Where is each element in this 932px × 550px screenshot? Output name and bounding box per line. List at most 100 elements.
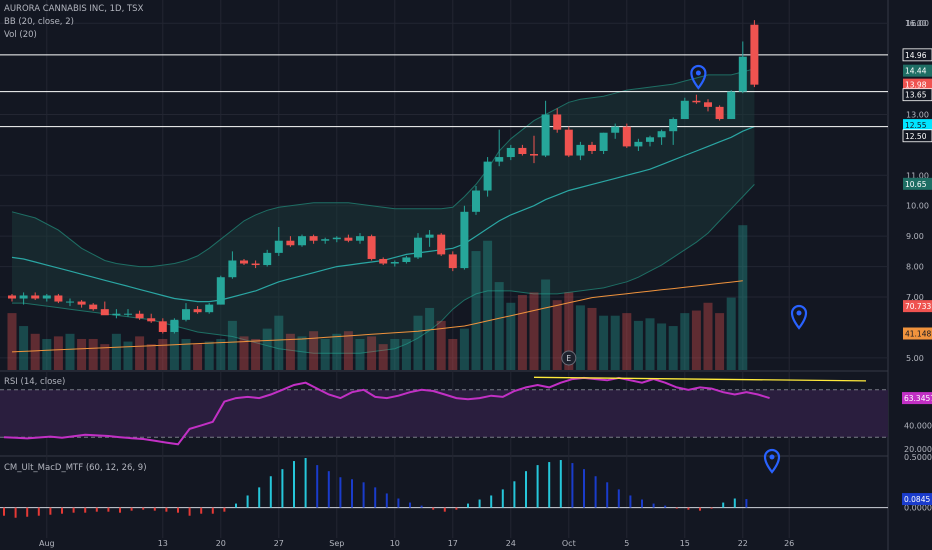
candle-body (437, 234, 446, 255)
bb-legend: BB (20, close, 2) (4, 17, 74, 27)
candle-body (611, 126, 620, 133)
macd-bar (177, 507, 179, 513)
macd-bar (641, 499, 643, 508)
volume-bar (378, 344, 388, 370)
candle-body (228, 260, 237, 278)
candle-body (8, 295, 16, 299)
candle-body (182, 309, 190, 320)
rsi-value-label: 63.3457 (904, 394, 932, 403)
candle-body (495, 157, 504, 162)
volume-bar (216, 338, 226, 370)
price-tag-label: 14.44 (905, 67, 927, 76)
macd-bar (652, 503, 655, 508)
macd-bar (478, 499, 481, 508)
volume-bar (135, 336, 145, 370)
price-tag-label: 13.65 (905, 91, 927, 100)
main-legend: AURORA CANNABIS INC, 1D, TSX (4, 4, 144, 14)
volume-bar (448, 338, 458, 370)
rsi-line (3, 376, 770, 446)
candle-body (460, 211, 469, 269)
volume-bar (204, 341, 214, 370)
macd-bar (95, 507, 98, 512)
candle-body (646, 137, 654, 142)
macd-bar (293, 461, 295, 508)
price-tag (903, 119, 932, 132)
time-tick-label: 17 (448, 539, 458, 548)
volume-bar (367, 336, 377, 370)
volume-bar (575, 305, 585, 370)
macd-bar (246, 495, 249, 508)
candle-body (124, 313, 132, 315)
candle-body (112, 313, 121, 316)
volume-bar (19, 326, 29, 370)
candle-body (530, 154, 538, 156)
location-pin-dot (769, 454, 775, 460)
volume-bar (123, 341, 133, 370)
candle-body (367, 236, 376, 259)
macd-bar (629, 495, 632, 508)
candle-body (692, 100, 701, 103)
candle-body (274, 240, 283, 253)
macd-bar (432, 507, 435, 510)
time-tick-label: 26 (784, 539, 794, 548)
volume-bar (146, 344, 156, 370)
macd-bar (606, 482, 609, 508)
volume-bar (564, 292, 574, 370)
macd-bar (258, 487, 261, 508)
macd-bar (316, 465, 319, 508)
time-tick-label: 27 (274, 539, 284, 548)
macd-bar (583, 469, 585, 508)
volume-bar (506, 302, 516, 370)
candle-body (54, 295, 63, 302)
volume-bar (680, 313, 690, 370)
earnings-marker (561, 350, 577, 366)
candle-body (216, 277, 225, 305)
price-tag-label: 70.733K (905, 302, 932, 311)
candle-body (42, 295, 51, 299)
volume-bar (227, 320, 237, 370)
volume-bar (436, 320, 446, 370)
volume-bar (459, 328, 469, 370)
macd-bar (14, 507, 17, 518)
candlesticks[interactable] (8, 20, 759, 334)
macd-bar (223, 507, 226, 512)
macd-bar (397, 498, 400, 508)
volume-bar (239, 336, 249, 370)
candle-body (344, 237, 353, 241)
volume-bar (169, 320, 179, 370)
volume-bar (355, 338, 365, 370)
time-tick-label: 24 (506, 539, 516, 548)
macd-bar (490, 495, 493, 508)
volume-bar (541, 279, 551, 370)
location-pin-icon (763, 448, 781, 474)
vol-legend: Vol (20) (4, 30, 37, 40)
candle-body (738, 56, 747, 92)
candle-body (402, 257, 411, 263)
candle-body (147, 318, 156, 322)
volume-bar (274, 315, 284, 370)
volume-bar (343, 331, 353, 370)
location-pin-icon (790, 304, 808, 330)
macd-bar (304, 458, 307, 508)
volume-bar (425, 307, 435, 370)
rsi-trendline (533, 376, 867, 382)
time-tick-label: 22 (738, 539, 748, 548)
price-tag (902, 88, 932, 102)
macd-bar (385, 493, 388, 508)
price-axis: 16.00 13.00 11.00 10.00 9.00 8.00 7.00 5.00 40.0… (902, 19, 932, 513)
candle-body (588, 144, 596, 151)
candle-body (541, 114, 550, 156)
volume-bar (111, 333, 121, 370)
candle-body (286, 240, 295, 246)
macd-bar (165, 507, 168, 512)
macd-bar (548, 462, 551, 508)
candle-body (564, 129, 573, 156)
volume-bar (691, 310, 701, 370)
time-tick-label: Aug (39, 539, 55, 548)
macd-bar (269, 476, 272, 508)
volume-bar (42, 338, 52, 370)
macd-bar (351, 479, 353, 508)
macd-bar (571, 463, 574, 508)
volume-bar (517, 295, 527, 370)
